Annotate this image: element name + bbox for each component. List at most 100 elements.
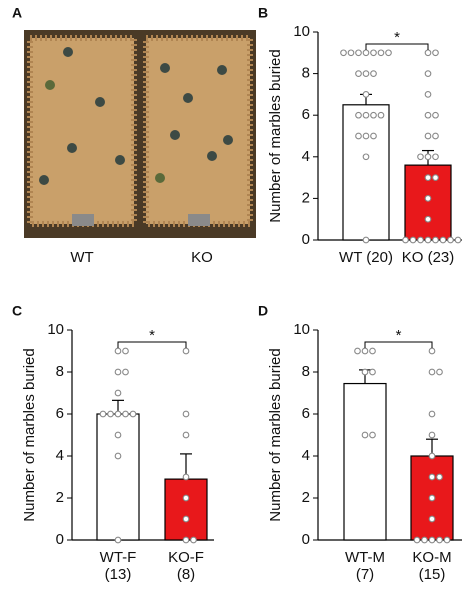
data-point [355,70,362,77]
data-point [454,236,462,244]
data-point [424,49,432,57]
data-point [424,70,432,77]
data-point [417,236,424,244]
data-point [114,536,122,544]
data-point [369,347,376,355]
panel-label: D [258,303,268,319]
data-point [362,70,370,77]
y-tick-label: 10 [293,23,310,40]
data-point [402,236,409,244]
significance-label: * [394,29,400,46]
y-tick-label: 2 [302,189,310,206]
y-tick-label: 6 [56,405,64,422]
data-point [340,49,347,57]
significance-label: * [396,327,402,344]
cylinder [72,214,94,226]
data-point [443,536,451,544]
data-point [432,174,439,181]
data-point [424,91,432,98]
data-point [424,111,432,119]
y-tick-label: 8 [302,363,310,380]
data-point [377,49,385,57]
data-point [428,536,436,544]
data-point [428,347,436,355]
data-point [428,431,436,439]
data-point [421,536,428,544]
y-tick-label: 2 [56,489,64,506]
data-point [370,132,377,140]
y-tick-label: 6 [302,405,310,422]
data-point [370,111,377,119]
panel-label: C [12,303,22,319]
data-point [370,49,377,57]
panel-label: A [12,5,22,21]
data-point [361,431,369,439]
y-tick-label: 10 [47,321,64,338]
data-point [436,368,443,376]
data-point [361,347,369,355]
data-point [432,111,439,119]
y-tick-label: 6 [302,106,310,123]
bar [164,478,208,541]
data-point [114,452,122,460]
y-axis-label: Number of marbles buried [267,348,284,521]
data-point [424,236,432,244]
x-tick-label: WT (20) [339,249,393,266]
data-point [107,410,114,418]
data-point [428,452,436,460]
data-point [355,49,362,57]
y-tick-label: 8 [302,65,310,82]
significance-bracket [364,341,433,348]
x-tick-label: KO-M [412,549,451,566]
data-point [362,236,370,244]
x-tick-label: KO (23) [402,249,455,266]
x-tick-note: (7) [356,566,374,583]
x-tick-label: KO-F [168,549,204,566]
data-point [347,49,355,57]
data-point [182,515,190,523]
x-tick-note: (8) [177,566,195,583]
data-point [182,347,190,355]
data-point [99,410,107,418]
y-tick-label: 0 [302,531,310,548]
data-point [129,410,137,418]
data-point [362,153,370,161]
data-point [428,473,436,481]
data-point [362,49,370,57]
data-point [432,49,439,57]
data-point [428,410,436,418]
y-tick-label: 10 [293,321,310,338]
data-point [355,111,362,119]
x-tick-label: WT-M [345,549,385,566]
data-point [182,473,190,481]
y-tick-label: 8 [56,363,64,380]
data-point [190,536,197,544]
y-tick-label: 2 [302,489,310,506]
data-point [432,236,439,244]
y-axis-label: Number of marbles buried [21,348,38,521]
data-point [182,431,190,439]
y-tick-label: 4 [56,447,64,464]
data-point [114,410,122,418]
data-point [409,236,417,244]
y-axis-label: Number of marbles buried [267,49,284,222]
significance-bracket [365,43,429,50]
data-point [428,368,436,376]
photo-label: WT [70,249,93,266]
data-point [413,536,421,544]
y-tick-label: 0 [302,231,310,248]
data-point [424,195,432,202]
data-point [114,368,122,376]
data-point [369,431,376,439]
data-point [114,389,122,397]
data-point [417,153,424,161]
photo [24,30,256,238]
marbles [39,47,233,185]
data-point [354,347,361,355]
bedding [30,38,134,224]
data-point [122,368,129,376]
data-point [362,111,370,119]
panel-label: B [258,5,268,21]
data-point [424,153,432,161]
